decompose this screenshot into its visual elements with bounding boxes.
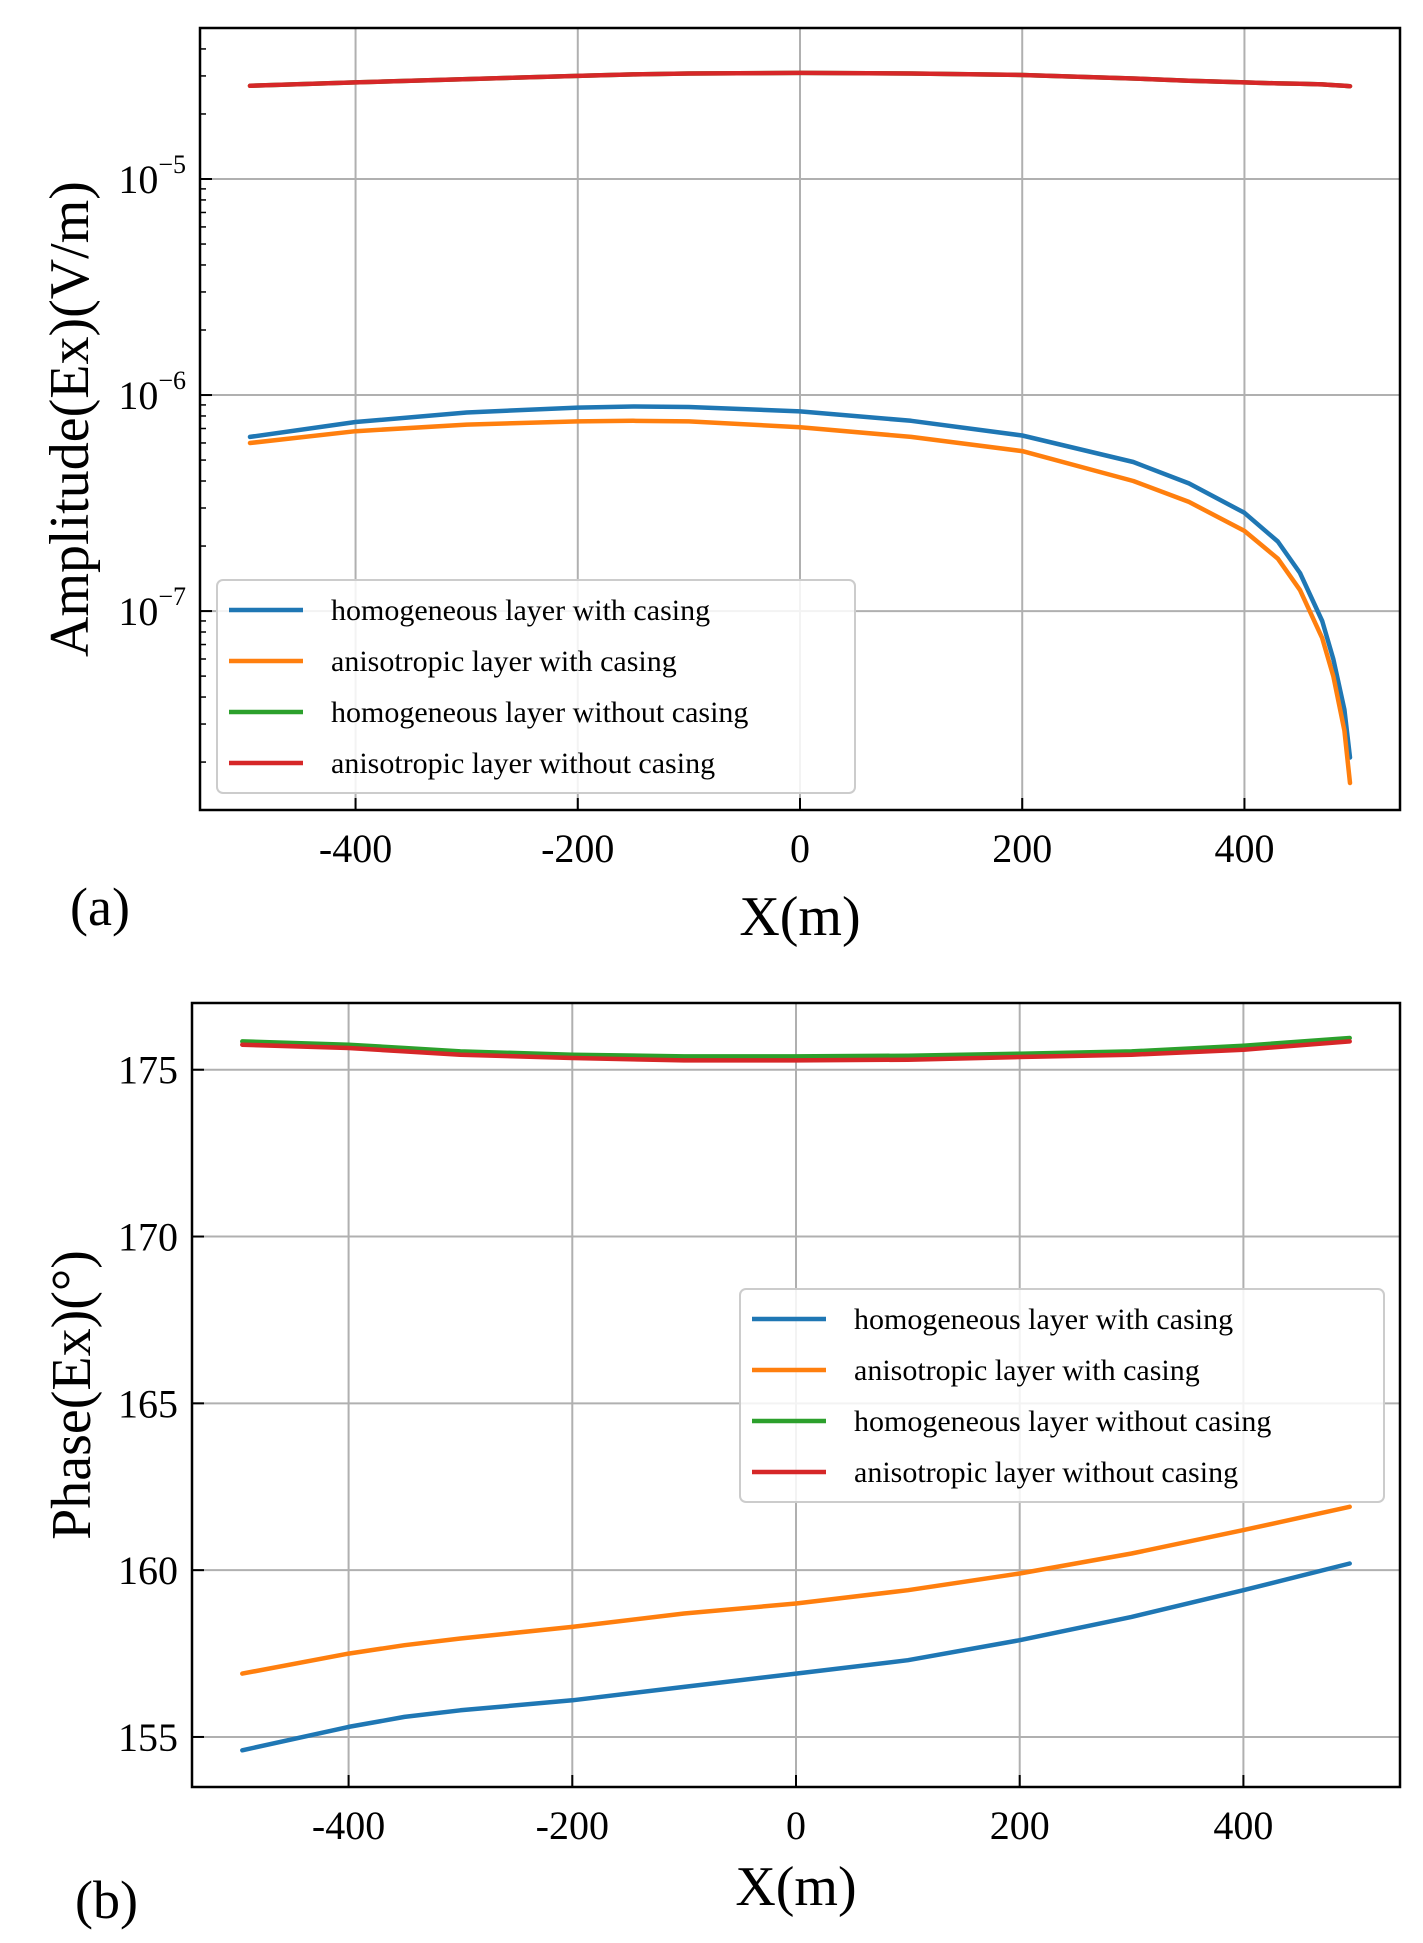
- y-tick-label: 10−7: [118, 582, 186, 634]
- legend-label-1: homogeneous layer with casing: [854, 1303, 1233, 1336]
- series-line-4: [240, 1039, 1352, 1063]
- x-tick-label: -200: [541, 826, 614, 871]
- chart-panel-1: -400 -200 0 200 400 10−7 10−6 10−5 X(m) Amplitude…: [39, 26, 1402, 948]
- series-line-1: [240, 1561, 1352, 1753]
- series-line-2: [240, 1504, 1352, 1676]
- x-tick-label: -400: [319, 826, 392, 871]
- x-tick-label: 0: [786, 1803, 806, 1848]
- legend-box: [216, 579, 856, 794]
- chart-panel-2: -400 -200 0 200 400 155 160 165 170 175 X(m) Phase(…: [41, 1001, 1402, 1930]
- x-tick-label: 200: [990, 1803, 1050, 1848]
- legend: homogeneous layer with casing anisotropic…: [739, 1288, 1385, 1503]
- y-axis-label: Amplitude(Ex)(V/m): [39, 181, 101, 657]
- legend-label-3: homogeneous layer without casing: [331, 696, 748, 729]
- series-line-3: [240, 1035, 1352, 1059]
- legend-label-4: anisotropic layer without casing: [854, 1456, 1238, 1489]
- x-tick-label: -400: [312, 1803, 385, 1848]
- x-tick-label: 400: [1213, 1803, 1273, 1848]
- series-line-1: [247, 404, 1353, 760]
- panel-label: (a): [70, 877, 130, 937]
- legend: homogeneous layer with casing anisotropic…: [216, 579, 856, 794]
- series-line-2: [247, 418, 1353, 786]
- x-tick-label: 400: [1214, 826, 1274, 871]
- legend-label-3: homogeneous layer without casing: [854, 1405, 1271, 1438]
- x-tick-label: 0: [790, 826, 810, 871]
- legend-label-4: anisotropic layer without casing: [331, 747, 715, 780]
- x-tick-label: 200: [992, 826, 1052, 871]
- y-tick-label: 165: [118, 1381, 178, 1426]
- y-axis-label: Phase(Ex)(°): [41, 1250, 103, 1540]
- legend-label-1: homogeneous layer with casing: [331, 594, 710, 627]
- panel-label: (b): [75, 1870, 138, 1930]
- x-tick-label: -200: [536, 1803, 609, 1848]
- legend-label-2: anisotropic layer with casing: [854, 1354, 1200, 1387]
- y-tick-label: 160: [118, 1548, 178, 1593]
- legend-label-2: anisotropic layer with casing: [331, 645, 677, 678]
- y-tick-label: 10−6: [118, 366, 186, 418]
- y-tick-label: 10−5: [118, 150, 186, 202]
- y-tick-label: 155: [118, 1715, 178, 1760]
- x-axis-label: X(m): [739, 886, 860, 948]
- series-line-4: [247, 70, 1353, 89]
- y-tick-label: 170: [118, 1215, 178, 1260]
- y-tick-label: 175: [118, 1048, 178, 1093]
- legend-box: [739, 1288, 1385, 1503]
- x-axis-label: X(m): [735, 1856, 856, 1918]
